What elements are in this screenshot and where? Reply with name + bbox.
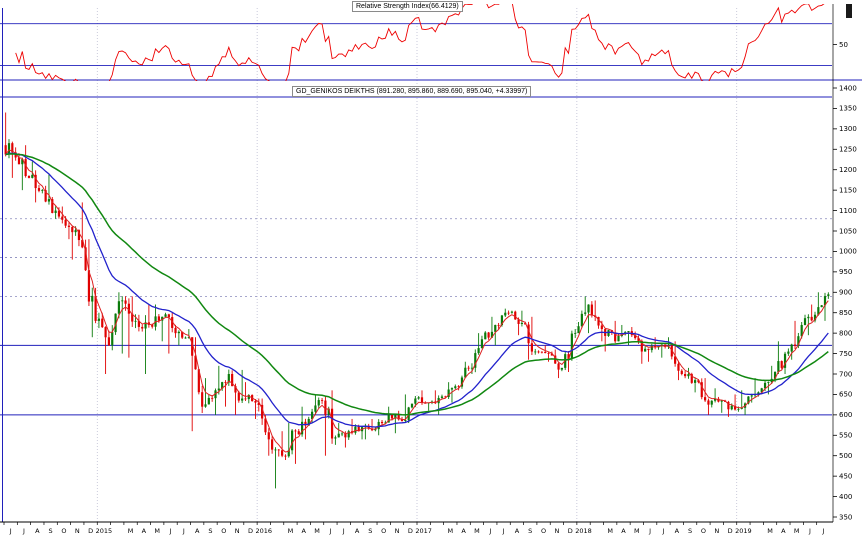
- svg-text:1250: 1250: [839, 146, 857, 154]
- svg-text:800: 800: [839, 329, 852, 337]
- svg-text:J: J: [648, 527, 651, 535]
- svg-text:J: J: [808, 527, 811, 535]
- svg-text:2015: 2015: [96, 527, 113, 535]
- svg-text:J: J: [182, 527, 185, 535]
- svg-text:1100: 1100: [839, 207, 857, 215]
- svg-text:N: N: [714, 527, 719, 535]
- svg-text:900: 900: [839, 289, 852, 297]
- svg-text:S: S: [49, 527, 53, 535]
- svg-text:2017: 2017: [415, 527, 432, 535]
- svg-text:S: S: [688, 527, 692, 535]
- svg-text:550: 550: [839, 432, 852, 440]
- svg-text:350: 350: [839, 513, 852, 521]
- svg-text:500: 500: [839, 452, 852, 460]
- svg-text:D: D: [248, 527, 253, 535]
- svg-text:O: O: [381, 527, 386, 535]
- svg-text:1050: 1050: [839, 227, 857, 235]
- svg-text:2016: 2016: [256, 527, 273, 535]
- svg-text:D: D: [728, 527, 733, 535]
- svg-text:M: M: [314, 527, 320, 535]
- svg-text:N: N: [554, 527, 559, 535]
- svg-text:950: 950: [839, 268, 852, 276]
- svg-text:A: A: [515, 527, 520, 535]
- svg-text:N: N: [235, 527, 240, 535]
- svg-text:M: M: [634, 527, 640, 535]
- svg-text:A: A: [302, 527, 307, 535]
- svg-text:J: J: [328, 527, 331, 535]
- svg-text:O: O: [221, 527, 226, 535]
- svg-text:N: N: [75, 527, 80, 535]
- svg-text:J: J: [9, 527, 12, 535]
- svg-text:1400: 1400: [839, 84, 857, 92]
- rsi-panel-title: Relative Strength Index(66.4129): [352, 1, 463, 12]
- svg-text:S: S: [208, 527, 212, 535]
- svg-text:M: M: [128, 527, 134, 535]
- svg-text:N: N: [395, 527, 400, 535]
- svg-text:M: M: [288, 527, 294, 535]
- svg-text:S: S: [368, 527, 372, 535]
- svg-text:850: 850: [839, 309, 852, 317]
- svg-text:750: 750: [839, 350, 852, 358]
- svg-text:M: M: [448, 527, 454, 535]
- svg-text:A: A: [675, 527, 680, 535]
- svg-text:J: J: [502, 527, 505, 535]
- svg-text:M: M: [794, 527, 800, 535]
- svg-text:A: A: [195, 527, 200, 535]
- svg-text:D: D: [88, 527, 93, 535]
- svg-text:2019: 2019: [735, 527, 752, 535]
- svg-text:J: J: [22, 527, 25, 535]
- svg-text:A: A: [142, 527, 147, 535]
- svg-text:1300: 1300: [839, 125, 857, 133]
- svg-text:J: J: [488, 527, 491, 535]
- svg-text:A: A: [621, 527, 626, 535]
- svg-text:650: 650: [839, 391, 852, 399]
- svg-text:O: O: [701, 527, 706, 535]
- svg-text:A: A: [35, 527, 40, 535]
- svg-text:A: A: [461, 527, 466, 535]
- svg-text:D: D: [568, 527, 573, 535]
- svg-text:M: M: [474, 527, 480, 535]
- svg-text:O: O: [541, 527, 546, 535]
- svg-text:J: J: [821, 527, 824, 535]
- svg-text:50: 50: [839, 41, 848, 49]
- svg-text:A: A: [781, 527, 786, 535]
- svg-text:J: J: [662, 527, 665, 535]
- svg-text:M: M: [767, 527, 773, 535]
- svg-text:J: J: [169, 527, 172, 535]
- svg-text:1200: 1200: [839, 166, 857, 174]
- svg-text:M: M: [154, 527, 160, 535]
- price-panel-title: GD_GENIKOS DEIKTHS (891.280, 895.860, 88…: [292, 86, 532, 97]
- svg-text:700: 700: [839, 370, 852, 378]
- svg-text:600: 600: [839, 411, 852, 419]
- svg-text:S: S: [528, 527, 532, 535]
- svg-text:J: J: [342, 527, 345, 535]
- svg-text:1350: 1350: [839, 105, 857, 113]
- svg-text:1000: 1000: [839, 248, 857, 256]
- svg-text:M: M: [607, 527, 613, 535]
- svg-text:400: 400: [839, 493, 852, 501]
- svg-text:D: D: [408, 527, 413, 535]
- svg-text:A: A: [355, 527, 360, 535]
- svg-text:450: 450: [839, 472, 852, 480]
- svg-text:1150: 1150: [839, 186, 857, 194]
- svg-text:2018: 2018: [575, 527, 592, 535]
- svg-text:O: O: [61, 527, 66, 535]
